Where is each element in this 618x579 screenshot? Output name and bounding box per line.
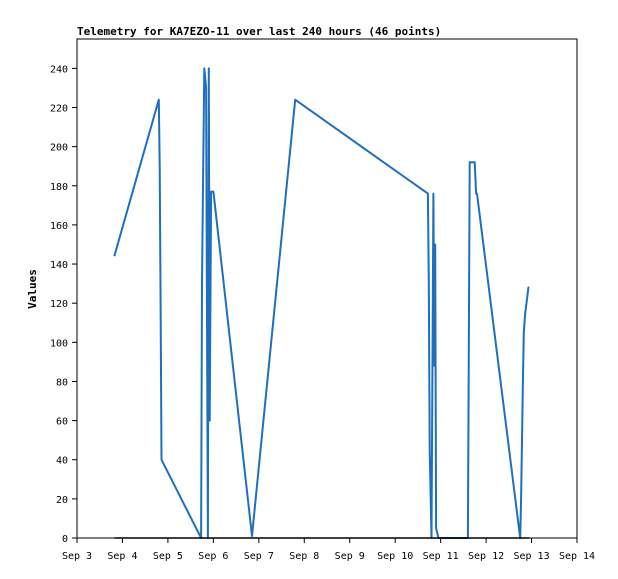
x-tick-label: Sep 14 xyxy=(559,551,595,562)
plot-frame xyxy=(76,38,578,539)
x-axis: Sep 3 Sep 4 Sep 5 Sep 6 Sep 7 Sep 8 Sep 9 Sep 1… xyxy=(62,538,595,562)
y-tick-label: 140 xyxy=(50,260,68,271)
y-tick-label: 80 xyxy=(56,377,68,388)
series-line-telemetry xyxy=(113,67,530,539)
x-tick-label: Sep 8 xyxy=(289,551,319,562)
x-tick-label: Sep 3 xyxy=(62,551,92,562)
y-axis-title: Values xyxy=(26,269,39,309)
y-tick-label: 20 xyxy=(56,495,68,506)
x-tick-label: Sep 6 xyxy=(198,551,228,562)
x-tick-label: Sep 7 xyxy=(244,551,274,562)
x-tick-label: Sep 4 xyxy=(107,551,137,562)
y-tick-label: 60 xyxy=(56,417,68,428)
x-tick-label: Sep 12 xyxy=(468,551,504,562)
y-tick-label: 40 xyxy=(56,456,68,467)
x-tick-label: Sep 11 xyxy=(423,551,459,562)
series-layer xyxy=(113,67,530,539)
y-tick-label: 0 xyxy=(62,534,68,545)
chart-title: Telemetry for KA7EZO-11 over last 240 ho… xyxy=(77,25,441,38)
x-tick-label: Sep 13 xyxy=(513,551,549,562)
x-tick-label: Sep 5 xyxy=(153,551,183,562)
y-tick-label: 120 xyxy=(50,299,68,310)
y-tick-label: 180 xyxy=(50,182,68,193)
x-tick-label: Sep 9 xyxy=(335,551,365,562)
y-axis: 0 20 40 60 80 100 120 140 160 180 200 220 240 xyxy=(50,64,77,545)
x-tick-label: Sep 10 xyxy=(377,551,413,562)
y-tick-label: 240 xyxy=(50,64,68,75)
y-tick-label: 160 xyxy=(50,221,68,232)
y-tick-label: 100 xyxy=(50,338,68,349)
y-tick-label: 220 xyxy=(50,103,68,114)
y-tick-label: 200 xyxy=(50,143,68,154)
